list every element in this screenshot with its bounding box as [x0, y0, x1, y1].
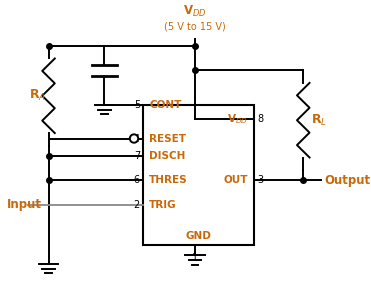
Text: R$_L$: R$_L$ [311, 113, 327, 128]
Text: DISCH: DISCH [149, 151, 186, 161]
Text: CONT: CONT [149, 100, 181, 110]
Text: 1: 1 [192, 253, 198, 263]
Text: R$_A$: R$_A$ [29, 88, 46, 103]
Text: OUT: OUT [224, 176, 248, 185]
Text: 2: 2 [134, 200, 140, 210]
Text: TRIG: TRIG [149, 200, 177, 210]
Text: V$_{DD}$: V$_{DD}$ [183, 4, 207, 19]
Text: 5: 5 [134, 100, 140, 110]
Text: 3: 3 [257, 176, 263, 185]
Text: V$_{DD}$: V$_{DD}$ [227, 112, 248, 126]
Circle shape [130, 134, 138, 143]
Text: RESET: RESET [149, 134, 186, 144]
Text: 8: 8 [257, 114, 263, 124]
Bar [143, 105, 255, 245]
Text: 6: 6 [134, 176, 140, 185]
Text: Output: Output [324, 174, 370, 187]
Text: 4: 4 [134, 134, 140, 144]
Text: Input: Input [7, 198, 42, 211]
Text: GND: GND [186, 231, 211, 241]
Text: 7: 7 [134, 151, 140, 161]
Text: THRES: THRES [149, 176, 188, 185]
Text: (5 V to 15 V): (5 V to 15 V) [164, 22, 226, 32]
